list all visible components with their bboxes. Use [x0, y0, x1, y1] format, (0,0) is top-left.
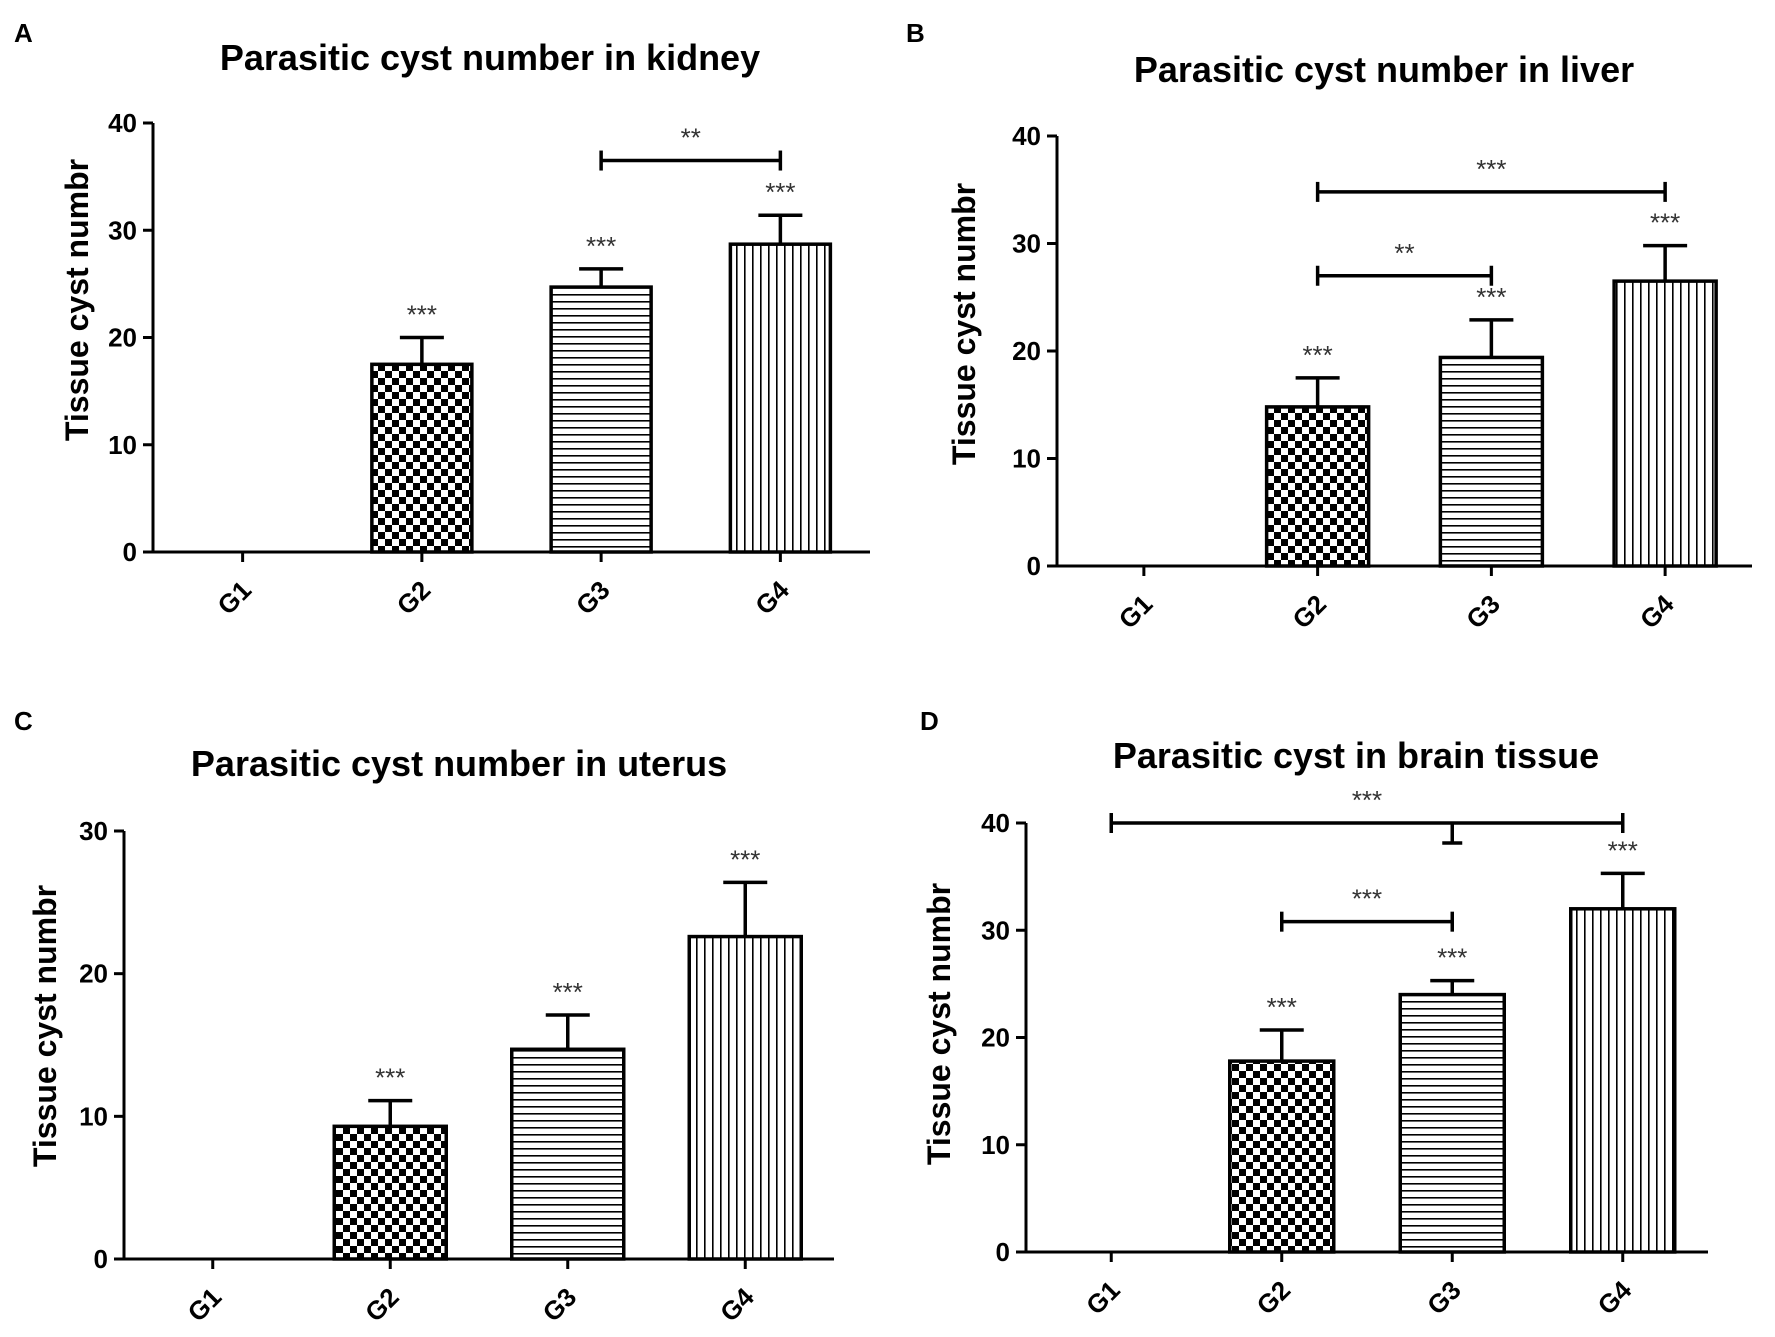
y-tick-label: 20 [79, 959, 108, 989]
y-tick-label: 10 [108, 430, 137, 460]
y-tick-label: 30 [981, 915, 1010, 945]
y-tick-label: 10 [981, 1130, 1010, 1160]
bar [1398, 992, 1506, 1254]
x-tick-label: G1 [182, 1282, 228, 1328]
x-tick-label: G1 [211, 575, 257, 621]
y-tick-label: 20 [108, 323, 137, 353]
bracket-label: ** [1394, 238, 1414, 268]
y-axis-label: Tissue cyst numbr [921, 883, 957, 1165]
bracket-label: ** [681, 123, 701, 153]
bracket-label: *** [1352, 884, 1382, 914]
chart-title: Parasitic cyst number in liver [1134, 49, 1634, 90]
panel-label: C [14, 706, 33, 736]
y-tick-label: 0 [123, 537, 137, 567]
y-tick-label: 20 [981, 1023, 1010, 1053]
y-tick-label: 10 [79, 1101, 108, 1131]
y-tick-label: 20 [1012, 336, 1041, 366]
y-tick-label: 0 [996, 1237, 1010, 1267]
y-tick-label: 10 [1012, 444, 1041, 474]
panel-d: D Parasitic cyst in brain tissue Tissue … [920, 706, 1708, 1321]
x-tick-label: G2 [391, 575, 437, 621]
significance-label: *** [553, 977, 583, 1007]
significance-label: *** [1476, 282, 1506, 312]
bracket-label: *** [1476, 154, 1506, 184]
bar [1264, 405, 1371, 568]
bar [370, 362, 474, 554]
significance-label: *** [730, 844, 760, 874]
y-axis-label: Tissue cyst numbr [27, 885, 63, 1167]
y-axis-label: Tissue cyst numbr [59, 159, 95, 441]
x-tick-label: G2 [1251, 1275, 1297, 1321]
bar [549, 285, 653, 554]
bracket-label: *** [1352, 785, 1382, 815]
bar [687, 934, 803, 1261]
x-tick-label: G2 [359, 1282, 405, 1328]
y-tick-label: 0 [1027, 551, 1041, 581]
x-tick-label: G3 [570, 575, 616, 621]
y-axis-label: Tissue cyst numbr [946, 183, 982, 465]
significance-label: *** [375, 1063, 405, 1093]
chart-title: Parasitic cyst number in kidney [220, 37, 760, 78]
significance-label: *** [407, 300, 437, 330]
y-tick-label: 0 [94, 1244, 108, 1274]
y-tick-label: 40 [981, 808, 1010, 838]
x-tick-label: G4 [714, 1281, 760, 1327]
significance-label: *** [1437, 943, 1467, 973]
significance-label: *** [1267, 992, 1297, 1022]
significance-label: *** [586, 231, 616, 261]
plot-area: 0 10 20 30 40 G1 G2 *** G3 *** G4 *** *** *** [981, 785, 1708, 1321]
x-tick-label: G1 [1080, 1275, 1126, 1321]
bar [1438, 355, 1545, 568]
significance-label: *** [765, 177, 795, 207]
significance-label: *** [1650, 208, 1680, 238]
panel-a: A Parasitic cyst number in kidney Tissue… [14, 18, 870, 621]
plot-area: 0 10 20 30 G1 G2 *** G3 *** G4 *** [79, 816, 834, 1328]
y-tick-label: 40 [1012, 121, 1041, 151]
bar [1228, 1059, 1336, 1254]
chart-title: Parasitic cyst in brain tissue [1113, 735, 1599, 776]
x-tick-label: G4 [1592, 1274, 1638, 1320]
bar [1612, 279, 1718, 568]
panel-label: B [906, 18, 925, 48]
panel-label: D [920, 706, 939, 736]
x-tick-label: G3 [1460, 589, 1506, 635]
x-tick-label: G4 [749, 574, 795, 620]
significance-label: *** [1608, 835, 1638, 865]
significance-label: *** [1302, 340, 1332, 370]
panel-b: B Parasitic cyst number in liver Tissue … [906, 18, 1752, 635]
x-tick-label: G3 [1421, 1275, 1467, 1321]
y-tick-label: 30 [1012, 229, 1041, 259]
y-tick-label: 40 [108, 108, 137, 138]
y-tick-label: 30 [108, 215, 137, 245]
y-tick-label: 30 [79, 816, 108, 846]
bar [510, 1047, 626, 1261]
x-tick-label: G1 [1113, 589, 1159, 635]
x-tick-label: G2 [1286, 589, 1332, 635]
chart-title: Parasitic cyst number in uterus [191, 743, 727, 784]
bar [1569, 907, 1677, 1254]
bar [728, 242, 833, 554]
x-tick-label: G4 [1634, 588, 1680, 634]
bar [332, 1124, 448, 1261]
panel-c: C Parasitic cyst number in uterus Tissue… [14, 706, 834, 1328]
x-tick-label: G3 [537, 1282, 583, 1328]
panel-label: A [14, 18, 33, 48]
